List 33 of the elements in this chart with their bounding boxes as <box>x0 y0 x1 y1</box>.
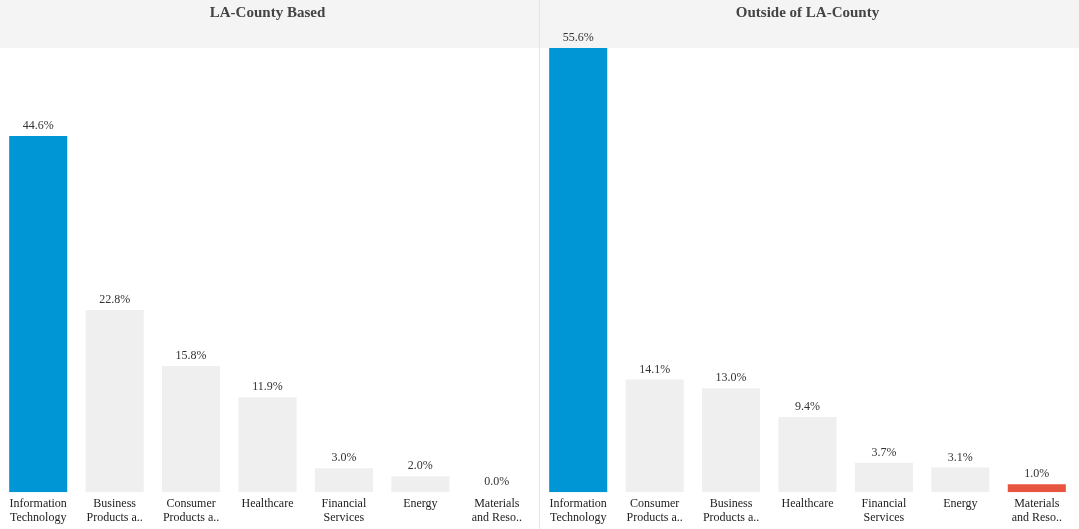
bar <box>549 48 608 493</box>
data-label: 2.0% <box>407 458 433 473</box>
data-label: 22.8% <box>99 292 131 307</box>
data-label: 0.0% <box>484 474 510 489</box>
x-tick-label: Healthcare <box>781 495 834 510</box>
x-tick-label: Information Technology <box>549 495 607 524</box>
bar <box>1007 484 1066 493</box>
x-tick-label: Business Products a.. <box>702 495 760 524</box>
data-label: 9.4% <box>795 399 820 414</box>
data-label: 44.6% <box>22 118 54 133</box>
data-label: 1.0% <box>1024 466 1050 481</box>
data-label: 3.7% <box>871 444 897 459</box>
x-tick-label: Consumer Products a.. <box>626 495 683 524</box>
data-label: 3.1% <box>947 449 973 464</box>
data-label: 3.0% <box>331 450 357 465</box>
chart-title: LA-County Based <box>209 3 326 20</box>
chart-title: Outside of LA-County <box>735 3 880 20</box>
x-tick-label: Information Technology <box>9 495 67 524</box>
x-tick-label: Consumer Products a.. <box>162 495 220 524</box>
data-label: 14.1% <box>639 361 671 376</box>
x-tick-label: Energy <box>403 495 438 510</box>
data-label: 13.0% <box>715 370 747 385</box>
x-tick-label: Materials and Reso.. <box>471 495 522 524</box>
x-tick-label: Healthcare <box>241 495 294 510</box>
data-label: 55.6% <box>562 30 594 45</box>
x-tick-label: Energy <box>943 495 978 510</box>
x-tick-label: Financial Services <box>861 495 907 524</box>
x-tick-label: Financial Services <box>321 495 367 524</box>
data-label: 11.9% <box>252 379 283 394</box>
x-tick-label: Materials and Reso.. <box>1011 495 1062 524</box>
x-tick-label: Business Products a.. <box>86 495 143 524</box>
bar <box>9 135 68 493</box>
data-label: 15.8% <box>175 348 207 363</box>
